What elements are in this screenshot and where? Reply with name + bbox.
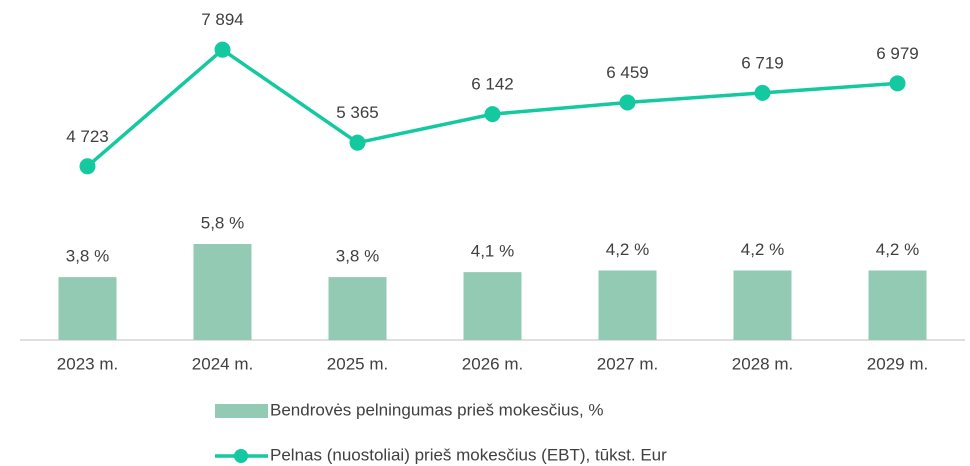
bar-label: 4,2 % — [876, 240, 919, 259]
legend-label: Pelnas (nuostoliai) prieš mokesčius (EBT… — [270, 445, 667, 464]
line-point — [214, 41, 231, 58]
point-label: 6 142 — [471, 75, 514, 94]
legend-swatch — [215, 404, 268, 418]
point-label: 5 365 — [336, 103, 379, 122]
line-point — [619, 94, 636, 111]
line-point — [754, 84, 771, 101]
bar — [868, 270, 927, 340]
point-label: 4 723 — [66, 127, 109, 146]
legend-label: Bendrovės pelningumas prieš mokesčius, % — [270, 400, 604, 419]
x-tick-label: 2023 m. — [57, 354, 118, 373]
bar-label: 4,1 % — [471, 242, 514, 261]
x-tick-label: 2026 m. — [462, 354, 523, 373]
bar-label: 3,8 % — [66, 247, 109, 266]
bar-label: 3,8 % — [336, 247, 379, 266]
x-tick-label: 2025 m. — [327, 354, 388, 373]
bar — [733, 270, 792, 340]
x-tick-label: 2029 m. — [867, 354, 928, 373]
x-tick-label: 2027 m. — [597, 354, 658, 373]
bar-label: 4,2 % — [606, 240, 649, 259]
line-point — [889, 75, 906, 92]
bar — [328, 277, 387, 340]
line-point — [349, 134, 366, 151]
bar — [463, 272, 522, 340]
legend-swatch-marker — [234, 449, 248, 463]
point-label: 7 894 — [201, 10, 244, 29]
bar-label: 4,2 % — [741, 240, 784, 259]
bar-label: 5,8 % — [201, 213, 244, 232]
bar — [58, 277, 117, 340]
bar — [193, 244, 252, 340]
x-tick-label: 2028 m. — [732, 354, 793, 373]
point-label: 6 459 — [606, 63, 649, 82]
bar — [598, 270, 657, 340]
x-tick-label: 2024 m. — [192, 354, 253, 373]
point-label: 6 719 — [741, 53, 784, 72]
point-label: 6 979 — [876, 44, 919, 63]
line-point — [484, 106, 501, 123]
line-point — [79, 158, 96, 175]
